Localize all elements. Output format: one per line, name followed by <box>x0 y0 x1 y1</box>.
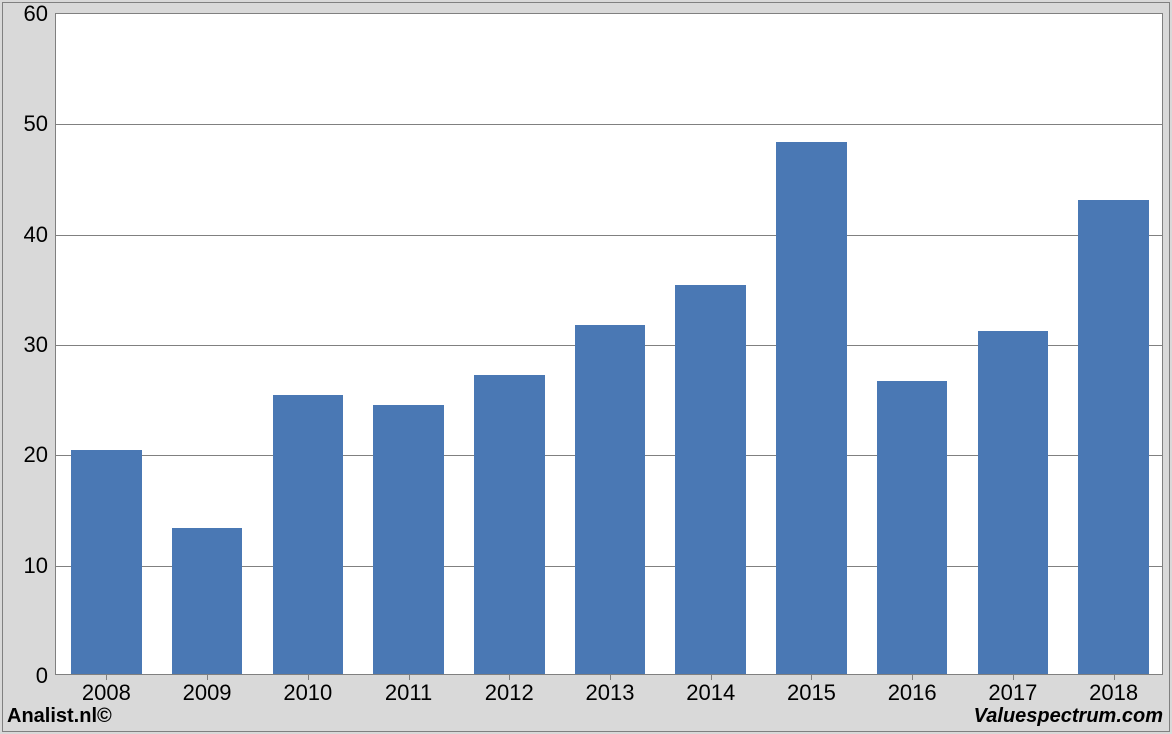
bar <box>776 142 847 674</box>
x-axis-label: 2008 <box>82 674 131 706</box>
y-axis-label: 30 <box>24 332 56 358</box>
bar <box>877 381 948 674</box>
footer-right-credit: Valuespectrum.com <box>974 705 1163 728</box>
footer-left-credit: Analist.nl© <box>7 705 112 728</box>
bar <box>172 528 243 674</box>
x-axis-label: 2012 <box>485 674 534 706</box>
y-axis-label: 10 <box>24 553 56 579</box>
bar <box>575 325 646 674</box>
x-axis-label: 2009 <box>183 674 232 706</box>
x-axis-label: 2016 <box>888 674 937 706</box>
y-axis-label: 40 <box>24 222 56 248</box>
x-axis-label: 2015 <box>787 674 836 706</box>
x-axis-label: 2018 <box>1089 674 1138 706</box>
plot-area: 0102030405060200820092010201120122013201… <box>55 13 1163 675</box>
bar <box>273 395 344 674</box>
x-axis-label: 2017 <box>988 674 1037 706</box>
y-axis-label: 50 <box>24 111 56 137</box>
bar <box>373 405 444 674</box>
chart-frame: 0 10 20 30 40 50 60 2008 2009 2010 2011 2012 2013 201… <box>2 2 1170 732</box>
bar <box>71 450 142 674</box>
x-axis-label: 2010 <box>283 674 332 706</box>
grid-line <box>56 124 1162 125</box>
bar <box>978 331 1049 674</box>
y-axis-label: 20 <box>24 442 56 468</box>
y-axis-label: 0 <box>36 663 56 689</box>
x-axis-label: 2011 <box>385 674 432 706</box>
grid-line <box>56 235 1162 236</box>
bar <box>1078 200 1149 674</box>
bar <box>675 285 746 674</box>
y-axis-label: 60 <box>24 1 56 27</box>
x-axis-label: 2013 <box>586 674 635 706</box>
x-axis-label: 2014 <box>686 674 735 706</box>
bar <box>474 375 545 674</box>
